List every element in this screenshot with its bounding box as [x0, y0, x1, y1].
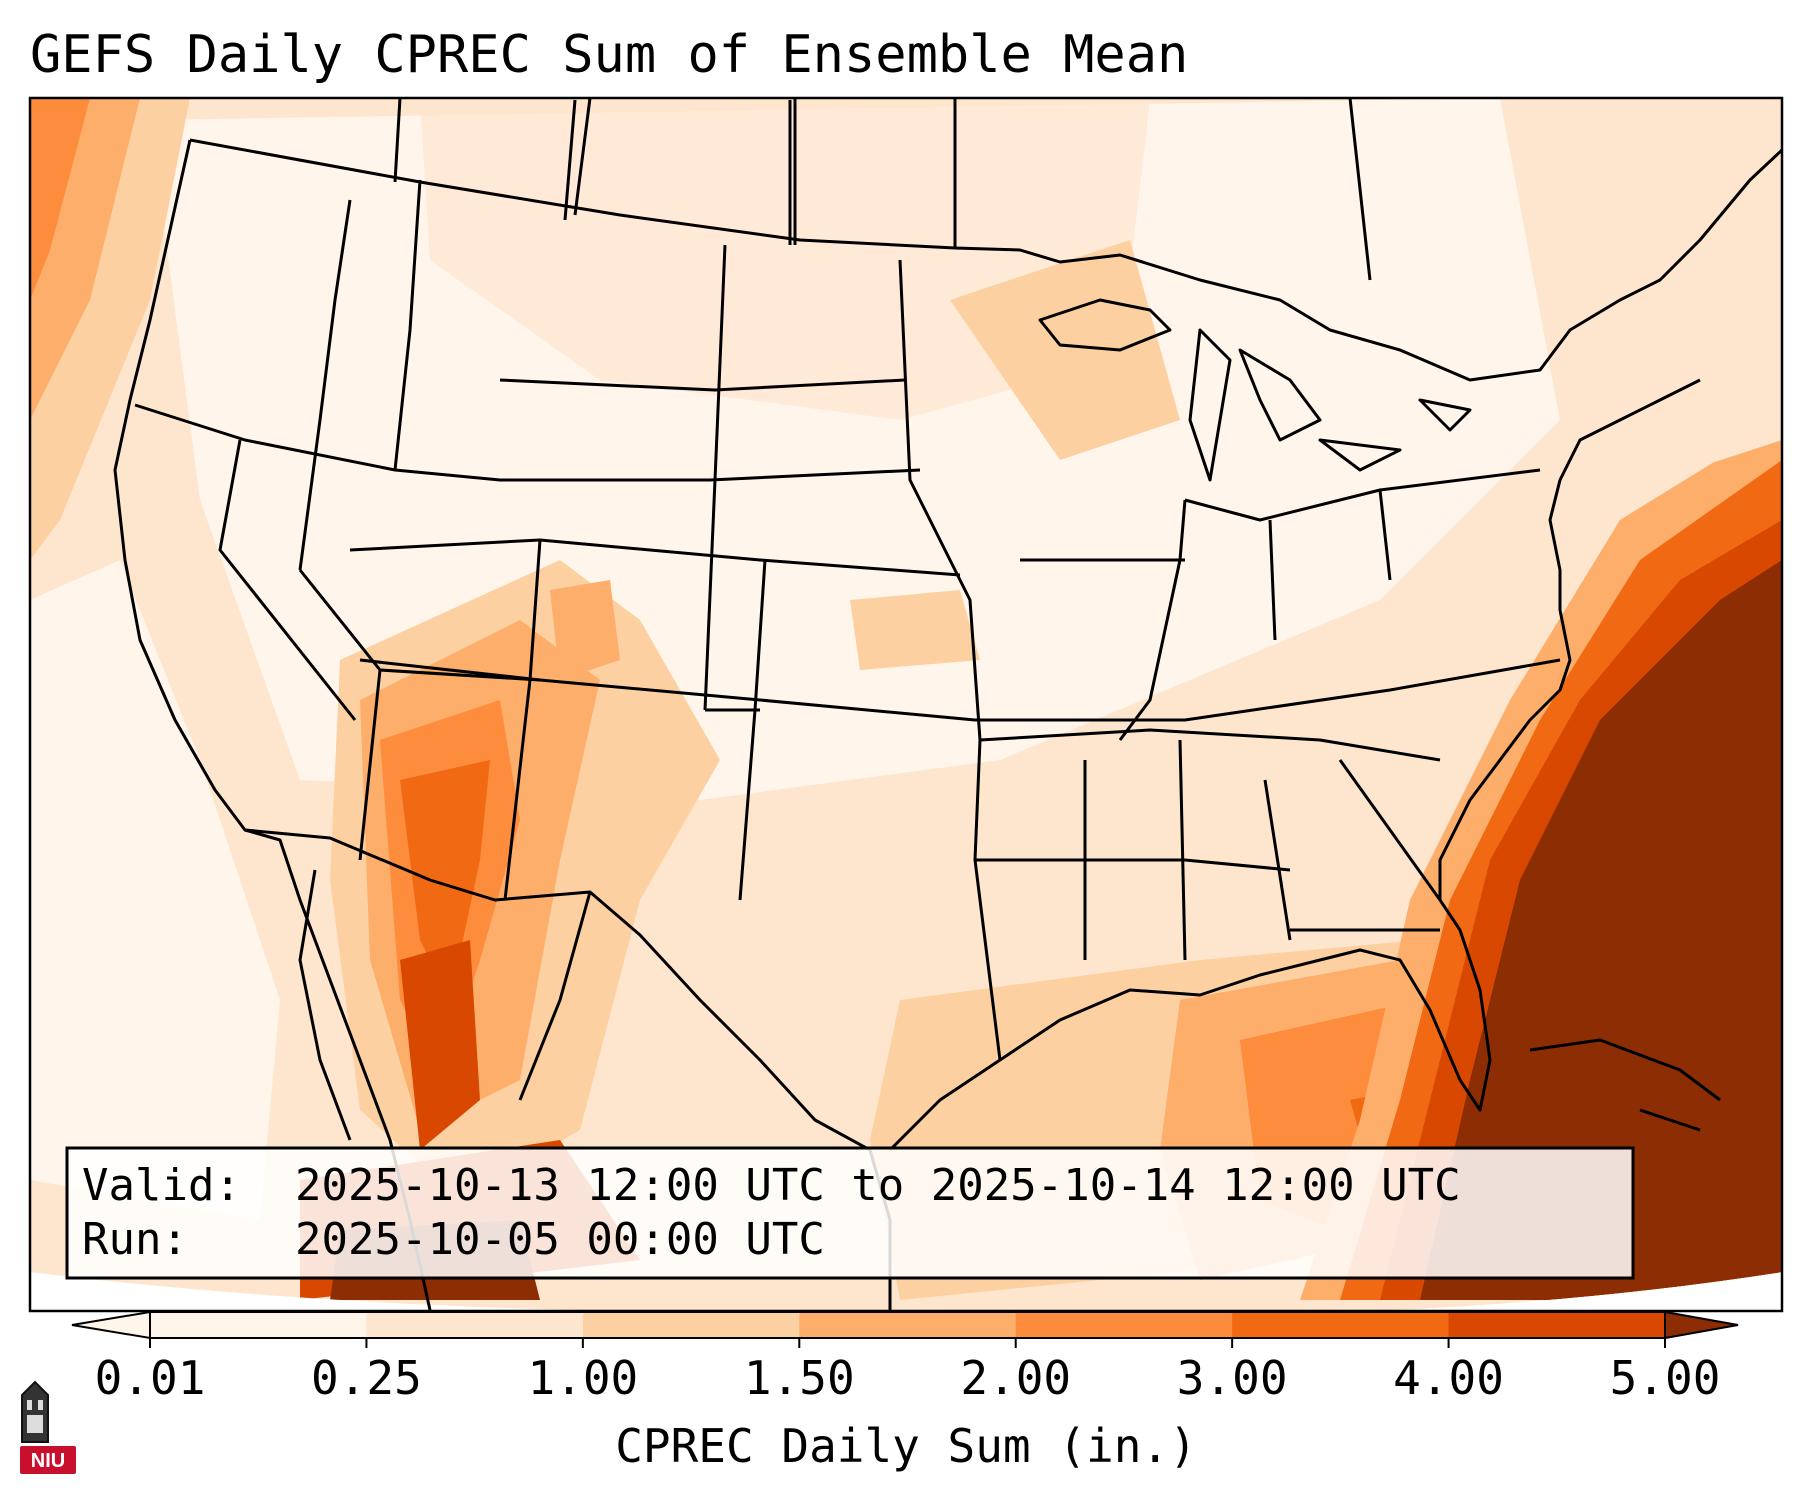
niu-logo: NIU [20, 1380, 76, 1474]
colorbar-label: CPREC Daily Sum (in.) [615, 1419, 1197, 1473]
colorbar-segment [366, 1312, 584, 1338]
colorbar-extend-min [71, 1310, 151, 1340]
page-title: GEFS Daily CPREC Sum of Ensemble Mean [30, 25, 1188, 85]
valid-label: Valid: [82, 1160, 241, 1211]
colorbar-segment [582, 1312, 800, 1338]
colorbar: 0.01 0.25 1.00 1.50 2.00 3.00 4.00 5.00 [71, 1310, 1739, 1405]
colorbar-segment [150, 1312, 367, 1338]
colorbar-tick-label: 1.50 [744, 1351, 855, 1405]
colorbar-segment [1448, 1312, 1666, 1338]
map-panel[interactable]: Valid: 2025-10-13 12:00 UTC to 2025-10-1… [30, 98, 1782, 1311]
colorbar-frame [149, 1311, 1666, 1339]
colorbar-tick-label: 5.00 [1610, 1351, 1721, 1405]
colorbar-segment [1232, 1312, 1450, 1338]
colorbar-tick-label: 4.00 [1393, 1351, 1504, 1405]
run-label: Run: [82, 1214, 188, 1265]
colorbar-tick-label: 3.00 [1177, 1351, 1288, 1405]
colorbar-tick-label: 0.25 [311, 1351, 422, 1405]
colorbar-tick-label: 0.01 [95, 1351, 206, 1405]
colorbar-segment [799, 1312, 1017, 1338]
colorbar-tick-label: 2.00 [960, 1351, 1071, 1405]
colorbar-segment [1015, 1312, 1233, 1338]
info-box: Valid: 2025-10-13 12:00 UTC to 2025-10-1… [65, 1146, 1635, 1280]
precip-field [30, 98, 1782, 1311]
valid-range: 2025-10-13 12:00 UTC to 2025-10-14 12:00… [295, 1160, 1461, 1211]
run-time: 2025-10-05 00:00 UTC [295, 1214, 825, 1265]
map-boundaries [113, 98, 1782, 1311]
colorbar-extend-max [1664, 1310, 1739, 1340]
logo-text: NIU [31, 1450, 65, 1472]
colorbar-tick-label: 1.00 [527, 1351, 638, 1405]
